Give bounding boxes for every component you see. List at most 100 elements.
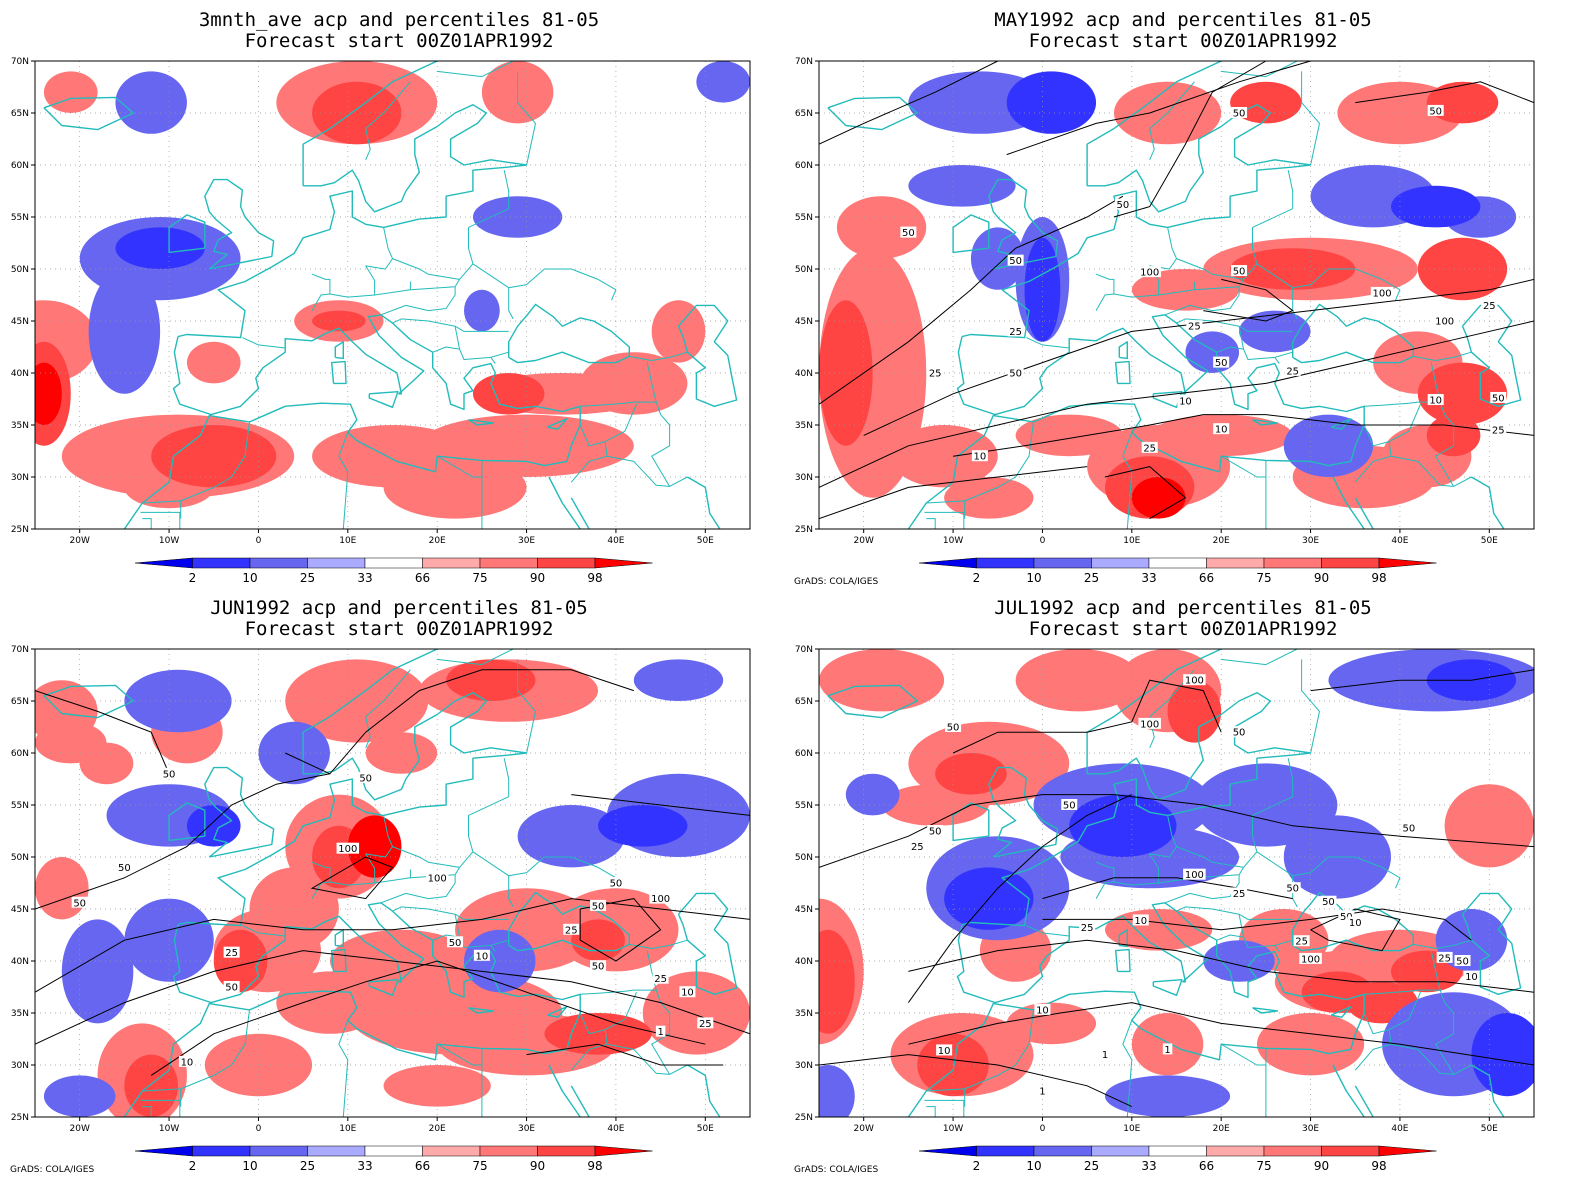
country-border	[392, 318, 509, 332]
coastline	[177, 752, 527, 927]
country-border	[926, 500, 966, 519]
grads-credit: GrADS: COLA/IGES	[794, 1165, 879, 1175]
percentile-contour	[526, 1043, 724, 1066]
longitude-label: 40E	[607, 1124, 624, 1134]
longitude-label: 50E	[697, 536, 714, 546]
country-border	[311, 861, 331, 882]
wet-anomaly-shading	[1167, 680, 1222, 743]
contour-label: 25	[1009, 327, 1022, 338]
coastline	[177, 164, 527, 339]
contour-label: 10	[1134, 916, 1147, 927]
country-border	[436, 455, 482, 478]
coastline	[303, 692, 527, 801]
contour-label: 50	[359, 773, 372, 784]
coastline	[302, 649, 527, 774]
latitude-label: 65N	[795, 697, 813, 707]
dry-anomaly-shading	[115, 227, 205, 269]
country-border	[1354, 1029, 1392, 1071]
percentile-contour	[35, 690, 170, 774]
wet-anomaly-shading	[836, 196, 927, 259]
colorbar-label: 2	[973, 571, 981, 585]
contour-label: 50	[1322, 897, 1335, 908]
wet-anomaly-shading	[312, 310, 366, 332]
contour-label: 25	[1188, 322, 1201, 333]
contour-label: 100	[1140, 268, 1159, 279]
contour-label: 10	[681, 988, 694, 999]
coastline	[677, 304, 738, 407]
longitude-label: 50E	[697, 1124, 714, 1134]
coastline	[1152, 979, 1183, 996]
contour-label: 1	[1039, 1087, 1045, 1098]
dry-anomaly-shading	[1069, 794, 1177, 857]
percentile-contour	[310, 856, 394, 900]
contour-label: 25	[911, 842, 924, 853]
country-border	[1435, 401, 1455, 487]
country-border	[924, 511, 965, 529]
wet-anomaly-shading	[1131, 269, 1240, 311]
wet-anomaly-shading	[365, 732, 438, 774]
grads-credit: GrADS: COLA/IGES	[794, 577, 879, 587]
longitude-label: 30E	[1302, 536, 1319, 546]
coastline	[123, 902, 581, 1117]
latitude-label: 50N	[11, 853, 29, 863]
contour-label: 25	[654, 974, 667, 985]
country-border	[1149, 227, 1177, 295]
country-border	[606, 455, 688, 487]
country-border	[405, 286, 456, 312]
country-border	[517, 659, 536, 754]
wet-anomaly-shading	[446, 659, 536, 701]
contour-label: 100	[1185, 676, 1204, 687]
percentile-contour	[1203, 278, 1294, 322]
dry-anomaly-shading	[819, 1065, 855, 1117]
map-panel-jul: JUL1992 acp and percentiles 81-05 Foreca…	[784, 588, 1582, 1186]
country-border	[454, 914, 460, 938]
latitude-label: 40N	[795, 369, 813, 379]
contour-label: 10	[974, 452, 987, 463]
contour-label: 50	[1117, 200, 1130, 211]
latitude-label: 60N	[795, 161, 813, 171]
country-border	[1435, 989, 1455, 1075]
country-border	[1390, 455, 1472, 487]
latitude-label: 65N	[795, 109, 813, 119]
wet-anomaly-shading	[1417, 362, 1508, 425]
percentile-contour	[819, 195, 1124, 405]
latitude-label: 70N	[11, 57, 29, 67]
country-border	[1122, 1020, 1133, 1117]
percentile-contour	[1042, 877, 1293, 900]
panel-subtitle: Forecast start 00Z01APR1992	[244, 30, 554, 52]
contour-label: 10	[1465, 972, 1478, 983]
coastline	[1330, 1006, 1352, 1018]
country-border	[1026, 925, 1070, 937]
contour-label: 50	[1063, 801, 1076, 812]
country-border	[1216, 346, 1293, 360]
percentile-contour	[908, 1002, 1534, 1066]
contour-label: 100	[338, 844, 357, 855]
dry-anomaly-shading	[1185, 331, 1240, 374]
panel-title: 3mnth_ave acp and percentiles 81-05	[198, 9, 600, 31]
country-border	[1274, 357, 1280, 364]
percentile-contour	[907, 794, 1133, 1003]
contour-label: 10	[1429, 396, 1442, 407]
panel-subtitle: Forecast start 00Z01APR1992	[1028, 30, 1338, 52]
country-border	[242, 337, 286, 349]
latitude-label: 60N	[795, 749, 813, 759]
latitude-label: 35N	[11, 1009, 29, 1019]
dry-anomaly-shading	[970, 227, 1025, 290]
coastline	[548, 1064, 581, 1117]
wet-anomaly-shading	[651, 300, 706, 363]
latitude-label: 40N	[795, 957, 813, 967]
latitude-label: 45N	[11, 317, 29, 327]
wet-anomaly-shading	[1230, 81, 1302, 124]
colorbar-label: 75	[1256, 571, 1271, 585]
dry-anomaly-shading	[61, 919, 134, 1024]
longitude-label: 20E	[1213, 1124, 1230, 1134]
contour-label: 50	[1215, 358, 1228, 369]
dry-anomaly-shading	[115, 71, 187, 134]
dry-anomaly-shading	[1024, 237, 1061, 342]
panel-title: JUN1992 acp and percentiles 81-05	[210, 597, 588, 619]
country-border	[629, 939, 688, 949]
colorbar-label: 66	[1199, 1159, 1214, 1173]
contour-label: 50	[1429, 106, 1442, 117]
contour-label: 50	[1286, 884, 1299, 895]
coastline	[827, 96, 919, 131]
